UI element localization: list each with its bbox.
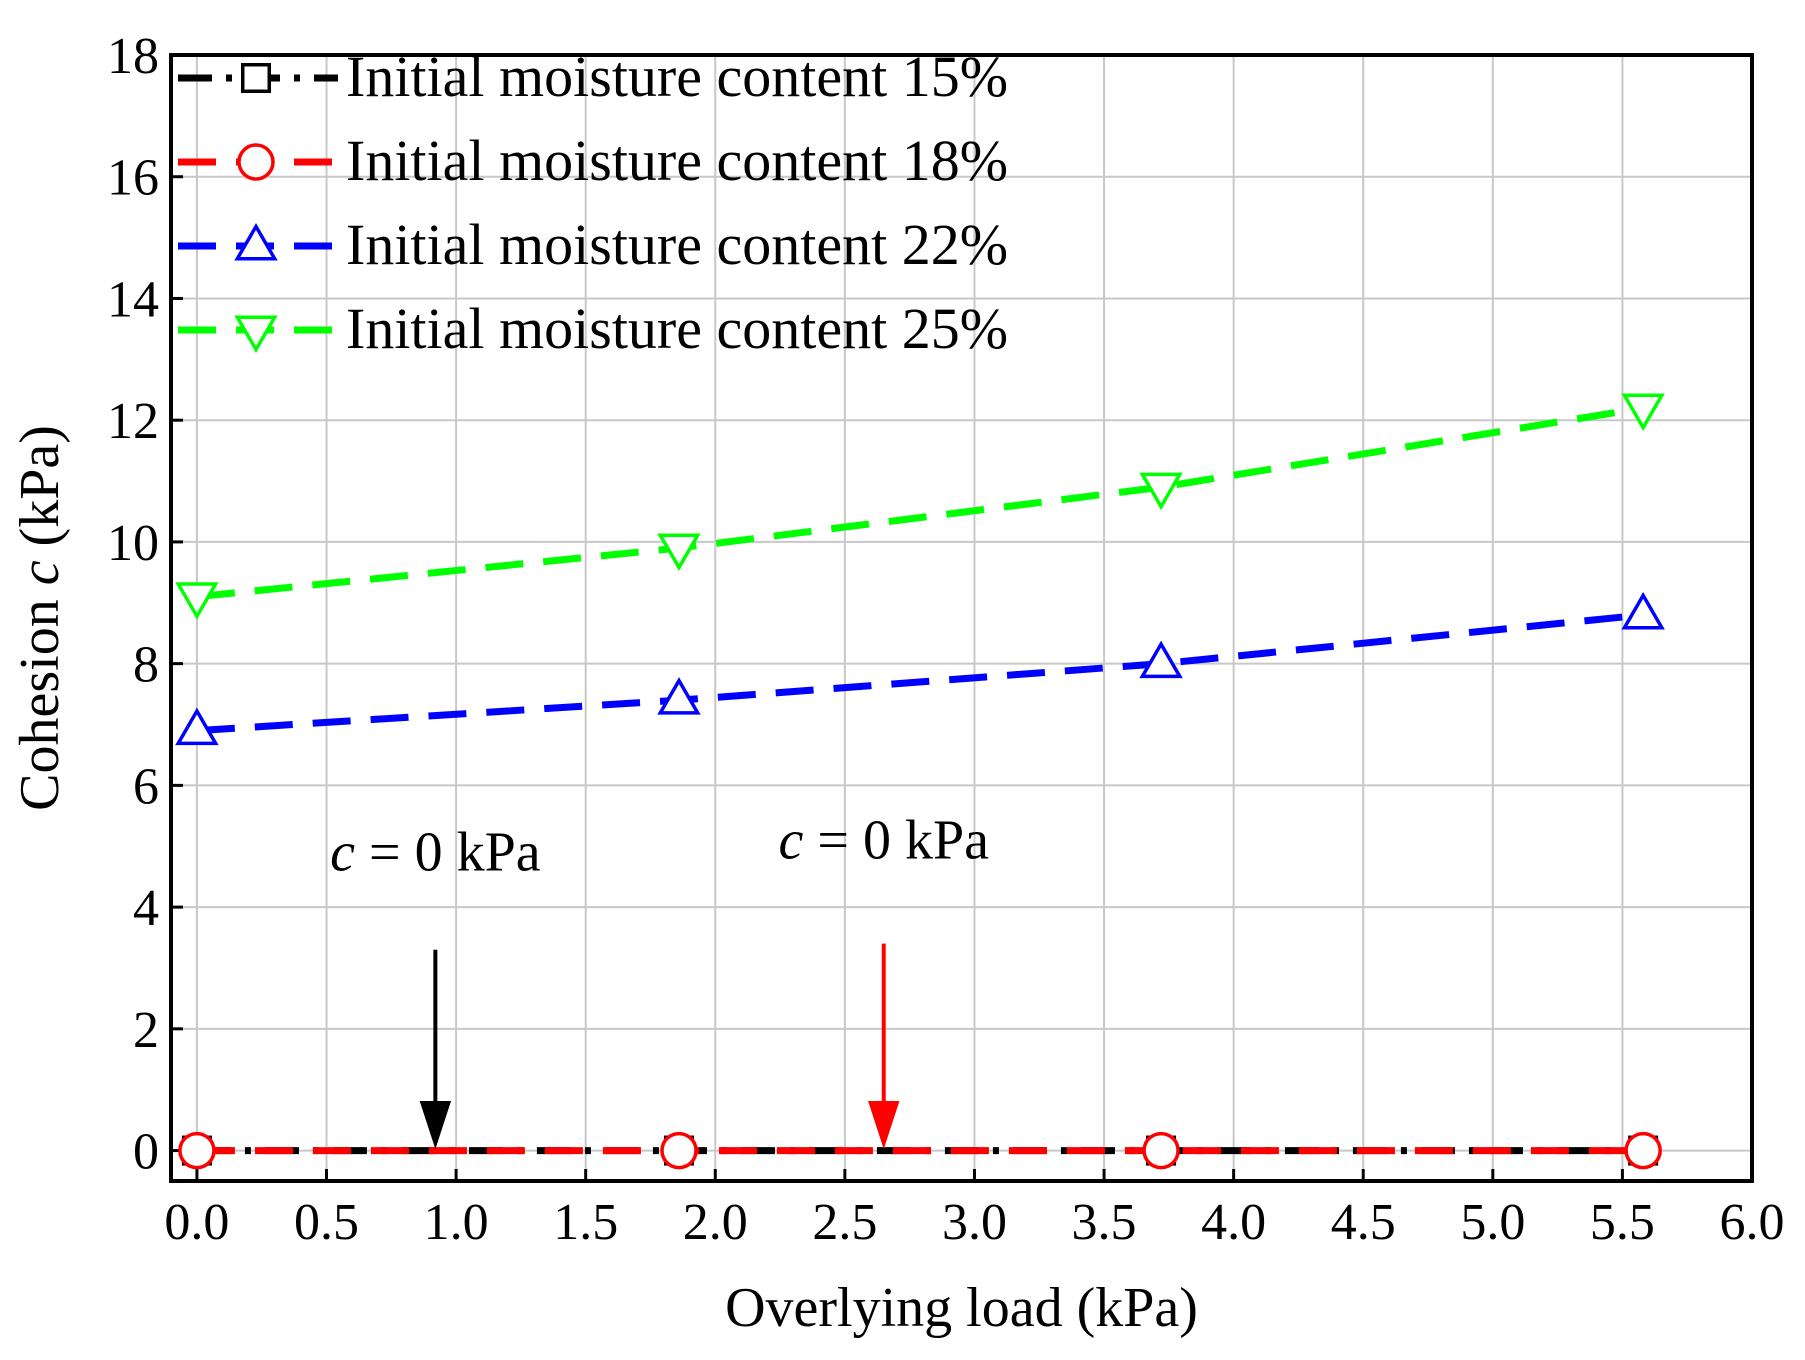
annotation-label: c = 0 kPa <box>779 809 990 871</box>
annotation-layer: c = 0 kPa c = 0 kPa <box>330 809 990 1150</box>
x-tick-label: 6.0 <box>1720 1194 1785 1251</box>
y-tick-label: 18 <box>107 28 159 85</box>
annotation-2: c = 0 kPa <box>779 809 990 1150</box>
y-tick-label: 2 <box>133 1002 159 1059</box>
plot-area-frame <box>169 53 1754 1183</box>
data-point <box>1142 1131 1180 1170</box>
legend-label: Initial moisture content 25% <box>346 296 1008 361</box>
y-axis-title-symbol: c <box>9 560 71 585</box>
annotation-label: c = 0 kPa <box>330 822 541 884</box>
series-line <box>196 611 1644 735</box>
y-tick-label: 12 <box>107 393 159 450</box>
data-point <box>1621 591 1665 630</box>
annotation-label-symbol: c <box>779 809 804 871</box>
y-tick-label: 10 <box>107 515 159 572</box>
x-tick-label: 3.5 <box>1072 1194 1137 1251</box>
data-point <box>657 533 701 572</box>
legend-entry-3: Initial moisture content 22% <box>178 212 1008 277</box>
legend-entry-4: Initial moisture content 25% <box>178 296 1008 361</box>
data-point <box>1139 472 1183 511</box>
series-2 <box>178 1131 1662 1170</box>
legend-entry-2: Initial moisture content 18% <box>178 128 1008 193</box>
series-4 <box>175 393 1665 620</box>
y-axis-title-prefix: Cohesion <box>9 585 71 811</box>
data-point <box>175 582 219 620</box>
series-3 <box>175 591 1665 746</box>
annotation-label-text: = 0 kPa <box>803 809 989 871</box>
x-tick-label: 2.5 <box>812 1194 877 1251</box>
x-tick-label: 2.0 <box>683 1194 748 1251</box>
x-tick-label: 0.0 <box>164 1194 229 1251</box>
x-tick-label: 1.0 <box>424 1194 489 1251</box>
axis-ticks: 0.0 0.5 1.0 1.5 2.0 2.5 3.0 3.5 4.0 4.5 5.0 5.5 6.0 0… <box>107 28 1785 1251</box>
y-tick-label: 16 <box>107 150 159 207</box>
annotation-label-text: = 0 kPa <box>355 822 541 884</box>
y-tick-label: 8 <box>133 637 159 694</box>
data-point <box>175 707 219 746</box>
legend-swatch-marker <box>237 143 275 181</box>
data-point <box>1624 1131 1662 1170</box>
y-axis-title-suffix: (kPa) <box>9 425 71 560</box>
x-tick-label: 1.5 <box>553 1194 618 1251</box>
x-axis-title: Overlying load (kPa) <box>725 1277 1198 1339</box>
x-tick-label: 4.0 <box>1201 1194 1266 1251</box>
y-axis-title: Cohesion c (kPa) <box>9 425 71 811</box>
legend: Initial moisture content 15% Initial mois… <box>178 44 1008 361</box>
legend-swatch-marker <box>234 315 278 354</box>
x-tick-label: 5.0 <box>1460 1194 1525 1251</box>
annotation-arrow-head <box>419 1101 452 1150</box>
legend-label: Initial moisture content 22% <box>346 212 1008 277</box>
y-tick-label: 14 <box>107 271 159 328</box>
legend-label: Initial moisture content 15% <box>346 44 1008 109</box>
x-tick-label: 4.5 <box>1331 1194 1396 1251</box>
series-layer <box>175 393 1665 1170</box>
y-tick-label: 4 <box>133 880 159 937</box>
data-point <box>660 1131 698 1170</box>
annotation-1: c = 0 kPa <box>330 822 541 1150</box>
grid <box>171 54 1753 1181</box>
y-tick-label: 6 <box>133 758 159 815</box>
annotation-arrow-head <box>868 1101 900 1150</box>
legend-swatch-marker <box>234 222 278 261</box>
data-point <box>1621 393 1665 432</box>
legend-label: Initial moisture content 18% <box>346 128 1008 193</box>
x-tick-label: 0.5 <box>294 1194 359 1251</box>
y-tick-label: 0 <box>133 1124 159 1181</box>
data-point <box>178 1131 216 1170</box>
x-tick-label: 3.0 <box>942 1194 1007 1251</box>
data-point <box>657 677 701 715</box>
annotation-label-symbol: c <box>330 822 355 884</box>
x-tick-label: 5.5 <box>1590 1194 1655 1251</box>
legend-entry-1: Initial moisture content 15% <box>178 44 1008 109</box>
data-point <box>1139 640 1183 679</box>
series-line <box>196 404 1644 601</box>
legend-swatch-marker <box>240 62 272 94</box>
